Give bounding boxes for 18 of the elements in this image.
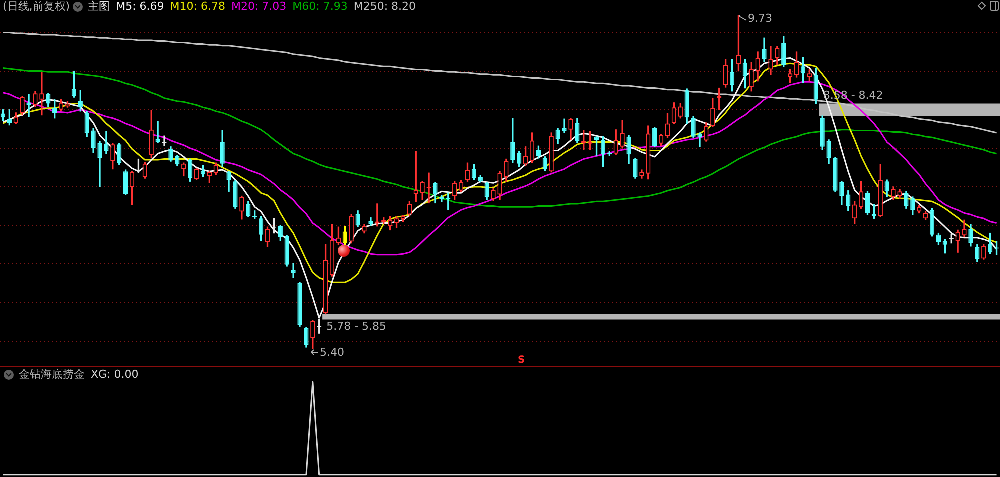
band-label: 5.78 - 5.85 (326, 320, 387, 334)
candlestick (698, 132, 702, 148)
text: M10: 6.78 (170, 0, 226, 13)
text: M60: 7.93 (292, 0, 348, 13)
candlestick (562, 118, 567, 134)
candlestick (291, 263, 296, 278)
chart-title: (日线,前复权) (3, 0, 70, 13)
chart-title: 金钻海底捞金 (19, 368, 85, 381)
candlestick (40, 72, 44, 116)
text: M20: 7.03 (231, 0, 287, 13)
text: M5: 6.69 (116, 0, 164, 13)
annotation: 9.73 (748, 12, 772, 24)
text: S (518, 354, 526, 366)
chart-subtitle: 主图 (88, 0, 110, 13)
text: XG: 0.00 (91, 368, 139, 381)
text: M250: 8.20 (354, 0, 416, 13)
candlestick (156, 121, 160, 144)
annotation: 5.40 (320, 346, 344, 358)
